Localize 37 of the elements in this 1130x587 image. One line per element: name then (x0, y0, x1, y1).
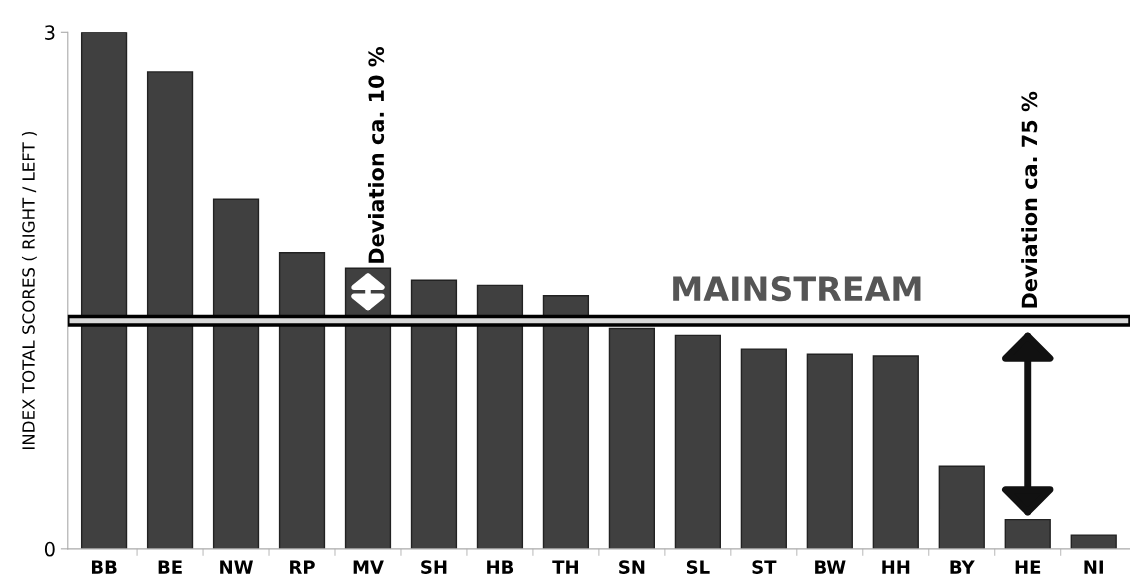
x-tick-label: TH (552, 560, 578, 574)
x-tick-label: SL (686, 560, 710, 574)
x-tick-label: BY (950, 560, 975, 574)
bar (476, 284, 524, 549)
y-tick-label: 0 (44, 541, 55, 557)
y-tick-label: 3 (45, 25, 55, 40)
bar (542, 295, 590, 549)
x-tick-label: BE (158, 560, 182, 574)
x-tick-label: BB (91, 560, 117, 574)
bar (608, 327, 656, 549)
annotation: Deviation ca. 75 % (1021, 91, 1038, 308)
x-tick-label: HE (1015, 560, 1041, 574)
bar (806, 353, 853, 549)
bar (146, 71, 194, 549)
band-label: MAINSTREAM (673, 276, 921, 302)
bar (674, 334, 721, 549)
y-axis-title: INDEX TOTAL SCORES ( RIGHT / LEFT ) (21, 131, 37, 450)
bar (344, 267, 392, 549)
bar (410, 279, 458, 549)
annotation: Deviation ca. 10 % (367, 47, 385, 263)
x-tick-label: HH (882, 560, 910, 574)
bar (80, 32, 128, 549)
x-tick-label: BW (815, 560, 846, 574)
bar (740, 348, 787, 549)
x-tick-label: SH (421, 560, 447, 574)
x-tick-label: RP (290, 560, 315, 574)
x-tick-label: SN (619, 560, 645, 574)
bar (1070, 534, 1117, 549)
bar (278, 251, 326, 549)
x-tick-label: NW (220, 560, 253, 574)
x-tick-label: NI (1084, 560, 1103, 574)
x-tick-label: ST (752, 560, 777, 574)
x-tick-label: MV (353, 560, 384, 574)
x-tick-label: HB (487, 560, 514, 574)
bar (212, 198, 260, 549)
bar (938, 465, 985, 549)
bar (872, 355, 919, 549)
